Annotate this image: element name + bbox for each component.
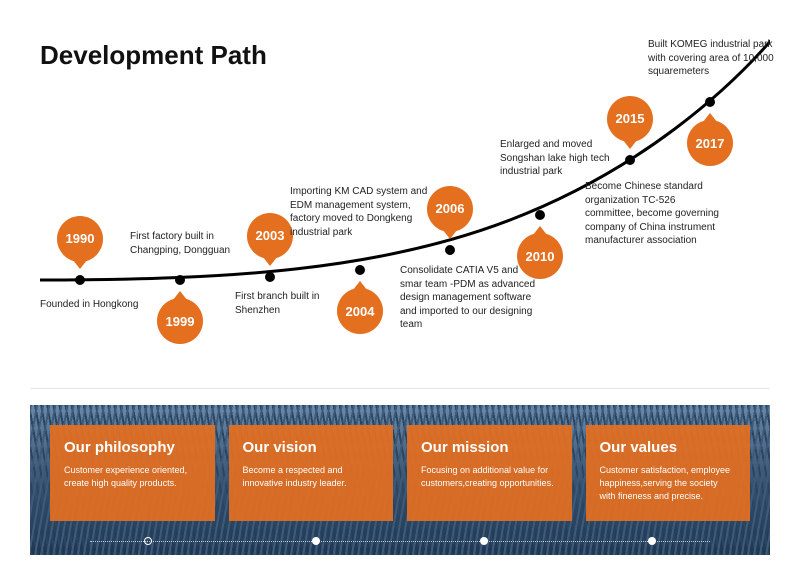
timeline-dot bbox=[355, 265, 365, 275]
cards-row: Our philosophy Customer experience orient… bbox=[30, 405, 770, 555]
section-divider bbox=[30, 388, 770, 389]
year-marker: 1999 bbox=[151, 289, 209, 347]
timeline-dot bbox=[535, 210, 545, 220]
year-marker: 2015 bbox=[601, 93, 659, 151]
card-title: Our vision bbox=[243, 439, 380, 456]
pager-line bbox=[90, 541, 710, 542]
year-label: 2010 bbox=[511, 249, 569, 264]
card-title: Our mission bbox=[421, 439, 558, 456]
milestone-desc: Built KOMEG industrial park with coverin… bbox=[648, 38, 778, 79]
timeline-dot bbox=[75, 275, 85, 285]
milestone-desc: Founded in Hongkong bbox=[40, 298, 150, 312]
year-label: 1999 bbox=[151, 314, 209, 329]
year-marker: 2010 bbox=[511, 224, 569, 282]
timeline: 1990 Founded in Hongkong1999 First factory… bbox=[30, 30, 770, 380]
milestone-desc: First factory built in Changping, Donggu… bbox=[130, 230, 250, 257]
milestone-desc: First branch built in Shenzhen bbox=[235, 290, 345, 317]
year-label: 2004 bbox=[331, 304, 389, 319]
info-card: Our mission Focusing on additional value … bbox=[407, 425, 572, 521]
pager bbox=[30, 537, 770, 545]
card-body: Focusing on additional value for custome… bbox=[421, 464, 558, 490]
milestone-desc: Importing KM CAD system and EDM manageme… bbox=[290, 185, 440, 239]
year-marker: 1990 bbox=[51, 213, 109, 271]
milestone-desc: Become Chinese standard organization TC-… bbox=[585, 180, 725, 248]
year-marker: 2017 bbox=[681, 111, 739, 169]
card-body: Customer experience oriented, create hig… bbox=[64, 464, 201, 490]
timeline-dot bbox=[625, 155, 635, 165]
timeline-dot bbox=[445, 245, 455, 255]
timeline-dot bbox=[175, 275, 185, 285]
year-label: 2006 bbox=[421, 201, 479, 216]
info-card: Our vision Become a respected and innovat… bbox=[229, 425, 394, 521]
year-marker: 2006 bbox=[421, 183, 479, 241]
timeline-dot bbox=[265, 272, 275, 282]
card-body: Become a respected and innovative indust… bbox=[243, 464, 380, 490]
info-card: Our values Customer satisfaction, employe… bbox=[586, 425, 751, 521]
page: Development Path 1990Founded in Hongkong… bbox=[0, 0, 800, 573]
year-label: 2017 bbox=[681, 136, 739, 151]
bottom-panel: Our philosophy Customer experience orient… bbox=[30, 405, 770, 555]
timeline-dot bbox=[705, 97, 715, 107]
year-marker: 2004 bbox=[331, 279, 389, 337]
card-title: Our philosophy bbox=[64, 439, 201, 456]
card-title: Our values bbox=[600, 439, 737, 456]
info-card: Our philosophy Customer experience orient… bbox=[50, 425, 215, 521]
year-label: 2015 bbox=[601, 111, 659, 126]
card-body: Customer satisfaction, employee happines… bbox=[600, 464, 737, 503]
year-label: 1990 bbox=[51, 231, 109, 246]
